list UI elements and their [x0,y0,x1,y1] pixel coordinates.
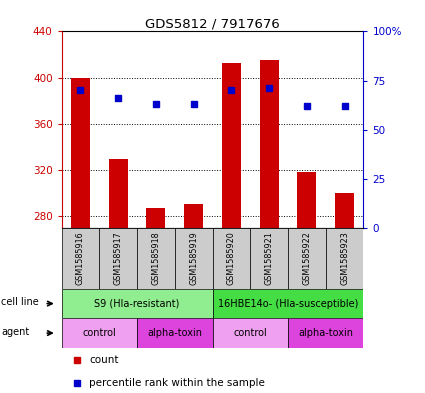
Text: 16HBE14o- (Hla-susceptible): 16HBE14o- (Hla-susceptible) [218,299,358,309]
Bar [109,159,127,228]
Bar [175,228,212,289]
Text: count: count [89,355,119,365]
Title: GDS5812 / 7917676: GDS5812 / 7917676 [145,17,280,30]
Text: GSM1585920: GSM1585920 [227,231,236,285]
Bar [212,318,288,348]
Bar [184,204,203,228]
Text: cell line: cell line [1,297,39,307]
Bar [62,289,212,318]
Text: GSM1585919: GSM1585919 [189,231,198,285]
Bar [288,228,326,289]
Bar [99,228,137,289]
Bar [62,228,99,289]
Bar [288,318,363,348]
Bar [137,318,212,348]
Text: control: control [82,328,116,338]
Bar [212,228,250,289]
Bar [222,62,241,228]
Bar [137,228,175,289]
Bar [335,193,354,228]
Text: agent: agent [1,327,29,336]
Bar [298,173,316,228]
Text: GSM1585916: GSM1585916 [76,231,85,285]
Text: S9 (Hla-resistant): S9 (Hla-resistant) [94,299,180,309]
Bar [62,318,137,348]
Bar [71,78,90,228]
Text: alpha-toxin: alpha-toxin [147,328,202,338]
Bar [212,289,363,318]
Text: alpha-toxin: alpha-toxin [298,328,353,338]
Text: control: control [233,328,267,338]
Text: GSM1585922: GSM1585922 [302,231,311,285]
Text: GSM1585918: GSM1585918 [151,231,160,285]
Text: GSM1585917: GSM1585917 [114,231,123,285]
Text: GSM1585921: GSM1585921 [265,231,274,285]
Bar [326,228,363,289]
Bar [147,208,165,228]
Bar [250,228,288,289]
Text: percentile rank within the sample: percentile rank within the sample [89,378,265,388]
Bar [260,61,278,228]
Text: GSM1585923: GSM1585923 [340,231,349,285]
